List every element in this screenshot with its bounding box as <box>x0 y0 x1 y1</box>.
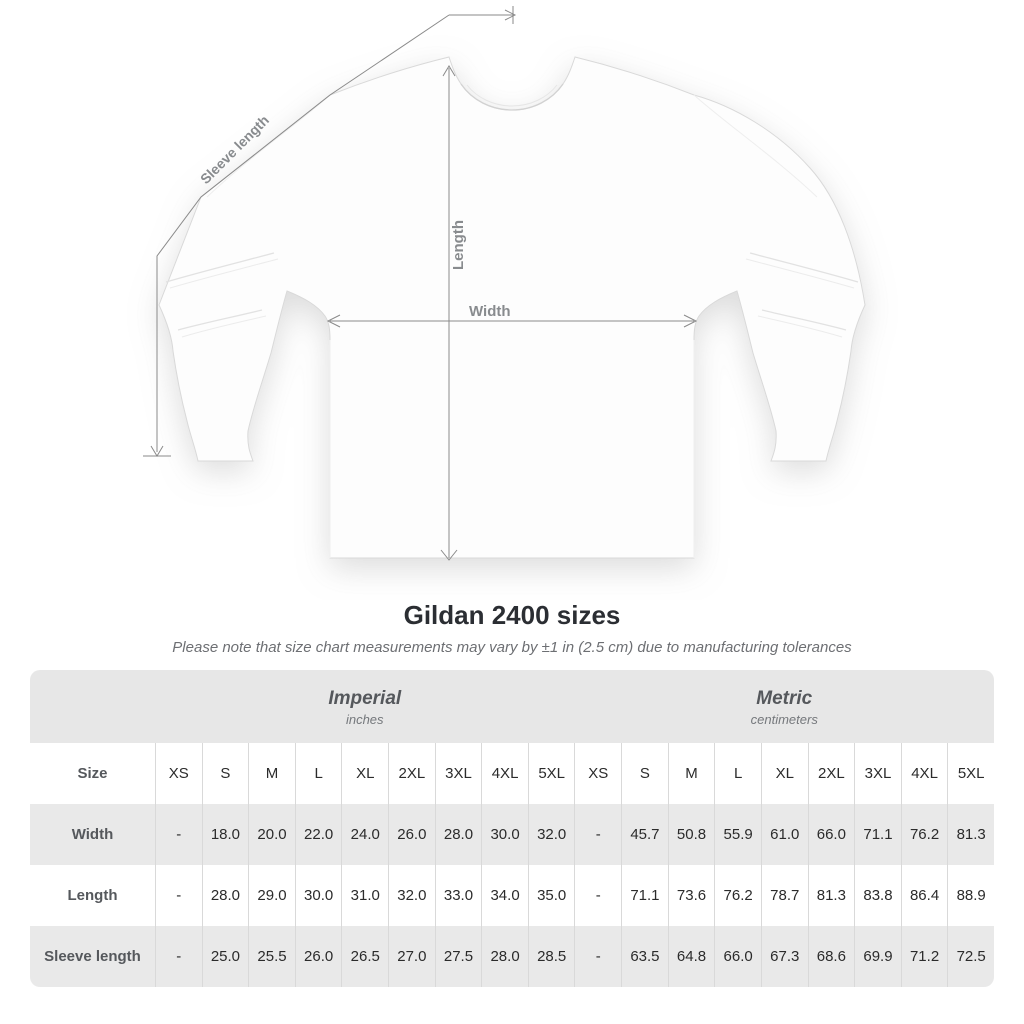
svg-text:Width: Width <box>469 303 511 320</box>
svg-text:Length: Length <box>450 220 467 270</box>
